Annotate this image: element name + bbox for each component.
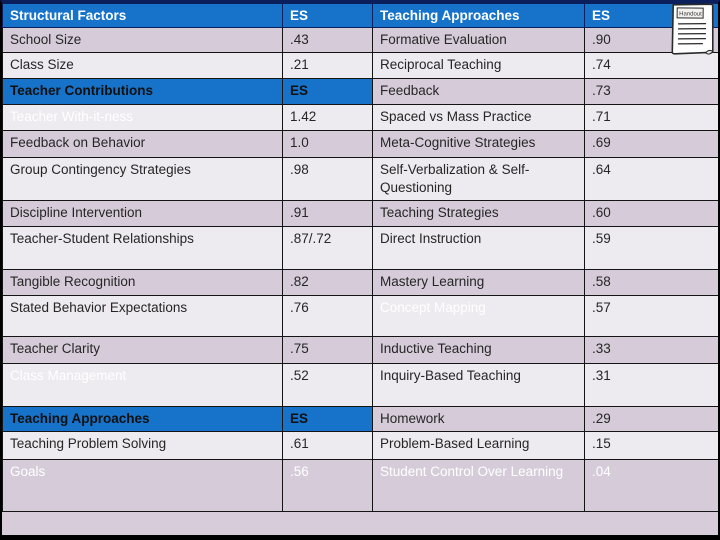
table-cell-hidden-text: Teacher With-it-ness [2, 104, 283, 131]
table-cell: .82 [282, 269, 373, 296]
section-header-teacher-contributions: Teacher Contributions [2, 78, 283, 105]
table-cell: .98 [282, 157, 373, 201]
table-row: Class Size .21 Reciprocal Teaching .74 [2, 52, 718, 79]
table-cell: Reciprocal Teaching [372, 52, 585, 79]
table-cell: Mastery Learning [372, 269, 585, 296]
table-cell: Teaching Problem Solving [2, 431, 283, 460]
table-cell: .71 [584, 104, 718, 131]
table-cell: Teacher Clarity [2, 336, 283, 364]
table-cell: .64 [584, 157, 718, 201]
table-cell: .57 [584, 295, 718, 337]
table-cell: Inductive Teaching [372, 336, 585, 364]
table-row: School Size .43 Formative Evaluation .90 [2, 27, 718, 53]
table-row: Discipline Intervention .91 Teaching Str… [2, 200, 718, 227]
table-cell: .75 [282, 336, 373, 364]
effect-size-table: Structural Factors ES Teaching Approache… [2, 3, 718, 512]
table-row: Teacher-Student Relationships .87/.72 Di… [2, 226, 718, 270]
table-cell: .31 [584, 363, 718, 407]
table-row: Stated Behavior Expectations .76 Concept… [2, 295, 718, 337]
table-cell: .21 [282, 52, 373, 79]
table-cell: 1.42 [282, 104, 373, 131]
section-header-teaching-approaches: Teaching Approaches [2, 406, 283, 432]
table-cell: .87/.72 [282, 226, 373, 270]
table-cell: .58 [584, 269, 718, 296]
table-cell: Problem-Based Learning [372, 431, 585, 460]
table-cell: Homework [372, 406, 585, 432]
table-cell: 1.0 [282, 130, 373, 158]
table-cell: .60 [584, 200, 718, 227]
table-cell: .52 [282, 363, 373, 407]
table-cell: Teaching Strategies [372, 200, 585, 227]
column-header-structural-factors: Structural Factors [2, 3, 283, 28]
table-row: Goals .56 Student Control Over Learning … [2, 459, 718, 512]
table-row: Teaching Approaches ES Homework .29 [2, 406, 718, 432]
table-cell: Tangible Recognition [2, 269, 283, 296]
table-row: Feedback on Behavior 1.0 Meta-Cognitive … [2, 130, 718, 158]
table-row: Teacher Contributions ES Feedback .73 [2, 78, 718, 105]
table-cell: Direct Instruction [372, 226, 585, 270]
table-cell: .33 [584, 336, 718, 364]
table-cell: .69 [584, 130, 718, 158]
column-header-es-1: ES [282, 3, 373, 28]
table-cell-hidden-text: .56 [282, 459, 373, 512]
table-cell: Inquiry-Based Teaching [372, 363, 585, 407]
table-cell-hidden-text: Class Management [2, 363, 283, 407]
table-cell: .91 [282, 200, 373, 227]
table-cell-hidden-text: Goals [2, 459, 283, 512]
table-cell: .59 [584, 226, 718, 270]
table-cell: Self-Verbalization & Self-Questioning [372, 157, 585, 201]
table-cell: .15 [584, 431, 718, 460]
table-cell: Feedback [372, 78, 585, 105]
table-cell-hidden-text: .04 [584, 459, 718, 512]
table-cell: Class Size [2, 52, 283, 79]
table-cell: Meta-Cognitive Strategies [372, 130, 585, 158]
table-cell: .29 [584, 406, 718, 432]
table-cell: Group Contingency Strategies [2, 157, 283, 201]
table-cell-hidden-text: Concept Mapping [372, 295, 585, 337]
table-cell: .76 [282, 295, 373, 337]
table-cell: Teacher-Student Relationships [2, 226, 283, 270]
table-row: Teaching Problem Solving .61 Problem-Bas… [2, 431, 718, 460]
column-header-teaching-approaches: Teaching Approaches [372, 3, 585, 28]
table-cell-hidden-text: Student Control Over Learning [372, 459, 585, 512]
table-row: Class Management .52 Inquiry-Based Teach… [2, 363, 718, 407]
table-cell: .73 [584, 78, 718, 105]
table-cell: Feedback on Behavior [2, 130, 283, 158]
table-row: Teacher Clarity .75 Inductive Teaching .… [2, 336, 718, 364]
table-cell: .61 [282, 431, 373, 460]
table-row: Group Contingency Strategies .98 Self-Ve… [2, 157, 718, 201]
table-cell: Spaced vs Mass Practice [372, 104, 585, 131]
handout-icon-label: Handout [679, 11, 702, 17]
table-row: Teacher With-it-ness 1.42 Spaced vs Mass… [2, 104, 718, 131]
table-cell: School Size [2, 27, 283, 53]
table-row: Tangible Recognition .82 Mastery Learnin… [2, 269, 718, 296]
table-cell: Formative Evaluation [372, 27, 585, 53]
section-header-es: ES [282, 78, 373, 105]
table-header-row: Structural Factors ES Teaching Approache… [2, 3, 718, 28]
table-cell: .43 [282, 27, 373, 53]
section-header-es: ES [282, 406, 373, 432]
table-cell: Stated Behavior Expectations [2, 295, 283, 337]
table-cell: Discipline Intervention [2, 200, 283, 227]
handout-paper-icon: Handout [671, 3, 714, 55]
